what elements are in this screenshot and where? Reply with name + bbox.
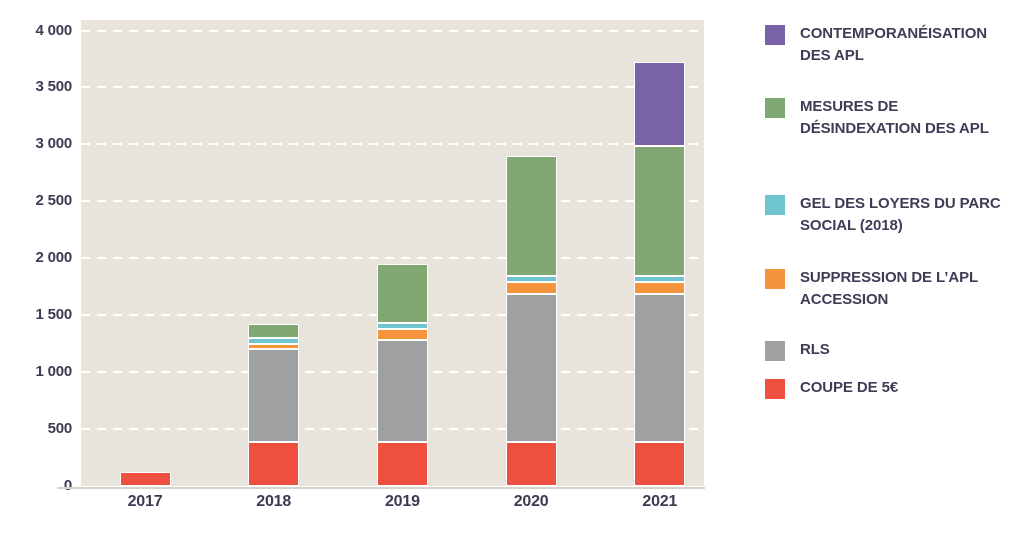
legend-swatch-purple [765, 25, 785, 45]
bar-segment-2020 [505, 282, 557, 294]
bar-2020 [505, 20, 557, 486]
x-tick-label-2018: 2018 [256, 493, 292, 510]
plot-area [81, 20, 704, 486]
y-tick-label-0: 0 [63, 477, 72, 494]
bar-segment-2021 [634, 293, 686, 442]
legend-label: SUPPRESSION DE L’APL ACCESSION [800, 269, 978, 308]
bar-segment-2019 [376, 323, 428, 329]
bar-segment-2019 [376, 340, 428, 442]
legend-label: CONTEMPORANÉISATION DES APL [800, 25, 987, 64]
x-tick-label-2017: 2017 [127, 493, 163, 510]
bar-segment-2019 [376, 328, 428, 341]
bar-segment-2019 [376, 263, 428, 324]
y-tick-label-2500: 2 500 [35, 192, 72, 210]
y-tick-label-3000: 3 000 [35, 135, 72, 153]
bar-segment-2019 [376, 441, 428, 486]
legend-label: RLS [800, 341, 830, 358]
bar-segment-2021 [634, 282, 686, 294]
legend: CONTEMPORANÉISATION DES APL MESURES DE D… [765, 0, 1025, 533]
bar-segment-2018 [248, 349, 300, 442]
bar-segment-2020 [505, 155, 557, 277]
x-tick-label-2021: 2021 [642, 493, 678, 510]
bar-segment-2017 [119, 472, 171, 486]
gridline-2000 [81, 257, 704, 260]
bar-segment-2018 [248, 337, 300, 344]
legend-swatch-green [765, 98, 785, 118]
gridline-3000 [81, 143, 704, 146]
x-tick-label-2020: 2020 [513, 493, 549, 510]
gridline-3500 [81, 86, 704, 89]
y-tick-label-500: 500 [47, 420, 73, 438]
legend-label: MESURES DE DÉSINDEXATION DES APL [800, 98, 989, 137]
bar-segment-2020 [505, 276, 557, 283]
bar-segment-2018 [248, 343, 300, 350]
y-tick-label-4000: 4 000 [35, 21, 72, 39]
bar-segment-2020 [505, 293, 557, 442]
y-tick-label-2000: 2 000 [35, 249, 72, 267]
bar-segment-2021 [634, 62, 686, 146]
bar-segment-2018 [248, 324, 300, 338]
gridline-2500 [81, 200, 704, 203]
bar-2018 [248, 20, 300, 486]
legend-swatch-red [765, 379, 785, 399]
legend-swatch-cyan [765, 195, 785, 215]
y-tick-label-1000: 1 000 [35, 363, 72, 381]
bar-2021 [634, 20, 686, 486]
bar-segment-2020 [505, 441, 557, 486]
bar-segment-2018 [248, 441, 300, 486]
y-tick-label-1500: 1 500 [35, 306, 72, 324]
bar-2017 [119, 20, 171, 486]
bar-segment-2021 [634, 441, 686, 486]
bar-2019 [376, 20, 428, 486]
x-axis-line [57, 487, 705, 489]
legend-label: COUPE DE 5€ [800, 379, 899, 396]
x-tick-label-2019: 2019 [384, 493, 420, 510]
bar-segment-2021 [634, 276, 686, 283]
legend-label: GEL DES LOYERS DU PARC SOCIAL (2018) [800, 195, 1001, 234]
bar-segment-2021 [634, 145, 686, 277]
legend-swatch-gray [765, 341, 785, 361]
gridline-4000 [81, 29, 704, 32]
y-tick-label-3500: 3 500 [35, 78, 72, 96]
legend-swatch-orange [765, 269, 785, 289]
